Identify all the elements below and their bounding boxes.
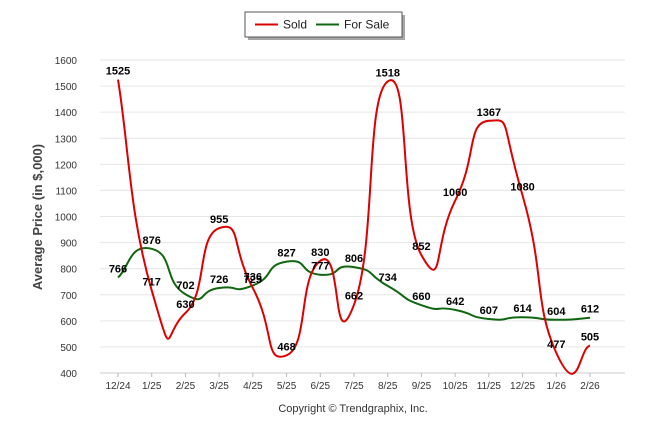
sold-data-label: 1060 <box>443 187 467 199</box>
x-tick-label: 1/26 <box>547 381 567 392</box>
sold-data-label: 1367 <box>477 107 501 119</box>
sold-series-line <box>117 79 591 375</box>
forsale-data-label: 607 <box>480 305 498 317</box>
legend: Sold For Sale <box>244 11 405 40</box>
x-tick-label: 6/25 <box>311 381 331 392</box>
forsale-data-label: 604 <box>547 306 566 318</box>
sold-data-label: 630 <box>176 299 194 311</box>
x-tick-label: 3/25 <box>209 381 229 392</box>
sold-data-label: 1525 <box>106 66 130 78</box>
copyright-footer: Copyright © Trendgraphix, Inc. <box>278 403 427 415</box>
x-tick-label: 2/26 <box>580 381 600 392</box>
y-tick-label: 1000 <box>55 213 78 224</box>
sold-data-label: 725 <box>244 274 262 286</box>
y-tick-label: 500 <box>60 343 77 354</box>
y-tick-label: 800 <box>60 265 77 276</box>
forsale-data-label: 806 <box>345 253 363 265</box>
forsale-data-label: 660 <box>412 291 430 303</box>
x-tick-label: 1/25 <box>142 381 162 392</box>
x-tick-label: 12/24 <box>105 381 130 392</box>
y-tick-label: 700 <box>60 291 77 302</box>
sold-data-label: 955 <box>210 214 228 226</box>
sold-data-label: 830 <box>311 247 329 259</box>
sold-data-label: 468 <box>277 341 295 353</box>
sold-data-label: 1518 <box>375 67 399 79</box>
forsale-data-label: 612 <box>581 304 599 316</box>
y-tick-label: 1500 <box>55 82 78 93</box>
x-tick-label: 7/25 <box>344 381 364 392</box>
x-tick-label: 4/25 <box>243 381 263 392</box>
sold-data-label: 477 <box>547 339 565 351</box>
forsale-data-label: 726 <box>210 274 228 286</box>
x-tick-label: 9/25 <box>412 381 432 392</box>
y-axis-title: Average Price (in $,000) <box>30 144 45 290</box>
series-layer <box>117 79 591 375</box>
forsale-data-label: 734 <box>379 272 398 284</box>
forsale-data-label: 642 <box>446 296 464 308</box>
y-tick-label: 1100 <box>55 186 77 197</box>
legend-sold-label: Sold <box>283 18 307 32</box>
x-tick-label: 5/25 <box>277 381 297 392</box>
x-tick-label: 2/25 <box>176 381 196 392</box>
sold-data-label: 662 <box>345 291 363 303</box>
forsale-data-label: 766 <box>109 264 127 276</box>
x-tick-label: 10/25 <box>443 381 468 392</box>
y-tick-label: 900 <box>60 239 77 250</box>
legend-forsale-label: For Sale <box>344 18 390 32</box>
x-tick-label: 12/25 <box>510 381 535 392</box>
sold-data-label: 1080 <box>510 182 534 194</box>
data-label-layer: 1525 717 630 955 725 468 830 662 1518 852 1060 1367… <box>106 66 599 354</box>
y-tick-label: 600 <box>60 317 77 328</box>
y-tick-label: 1200 <box>55 160 78 171</box>
y-tick-label: 1400 <box>55 108 78 119</box>
forsale-data-label: 736 <box>244 271 262 283</box>
y-tick-label: 400 <box>60 369 77 380</box>
x-tick-label: 8/25 <box>378 381 398 392</box>
forsale-data-label: 614 <box>513 303 532 315</box>
axis-layer: 400 500 600 700 800 900 1000 1100 1200 1300 1400 15… <box>55 56 625 392</box>
forsale-data-label: 777 <box>311 261 329 273</box>
sold-data-label: 852 <box>412 241 430 253</box>
y-tick-label: 1300 <box>55 134 78 145</box>
forsale-data-label: 702 <box>176 280 194 292</box>
y-tick-label: 1600 <box>55 56 78 67</box>
x-tick-label: 11/25 <box>477 381 502 392</box>
sold-data-label: 717 <box>143 276 161 288</box>
forsale-data-label: 827 <box>277 248 295 260</box>
sold-data-label: 505 <box>581 332 599 344</box>
forsale-data-label: 876 <box>143 235 161 247</box>
